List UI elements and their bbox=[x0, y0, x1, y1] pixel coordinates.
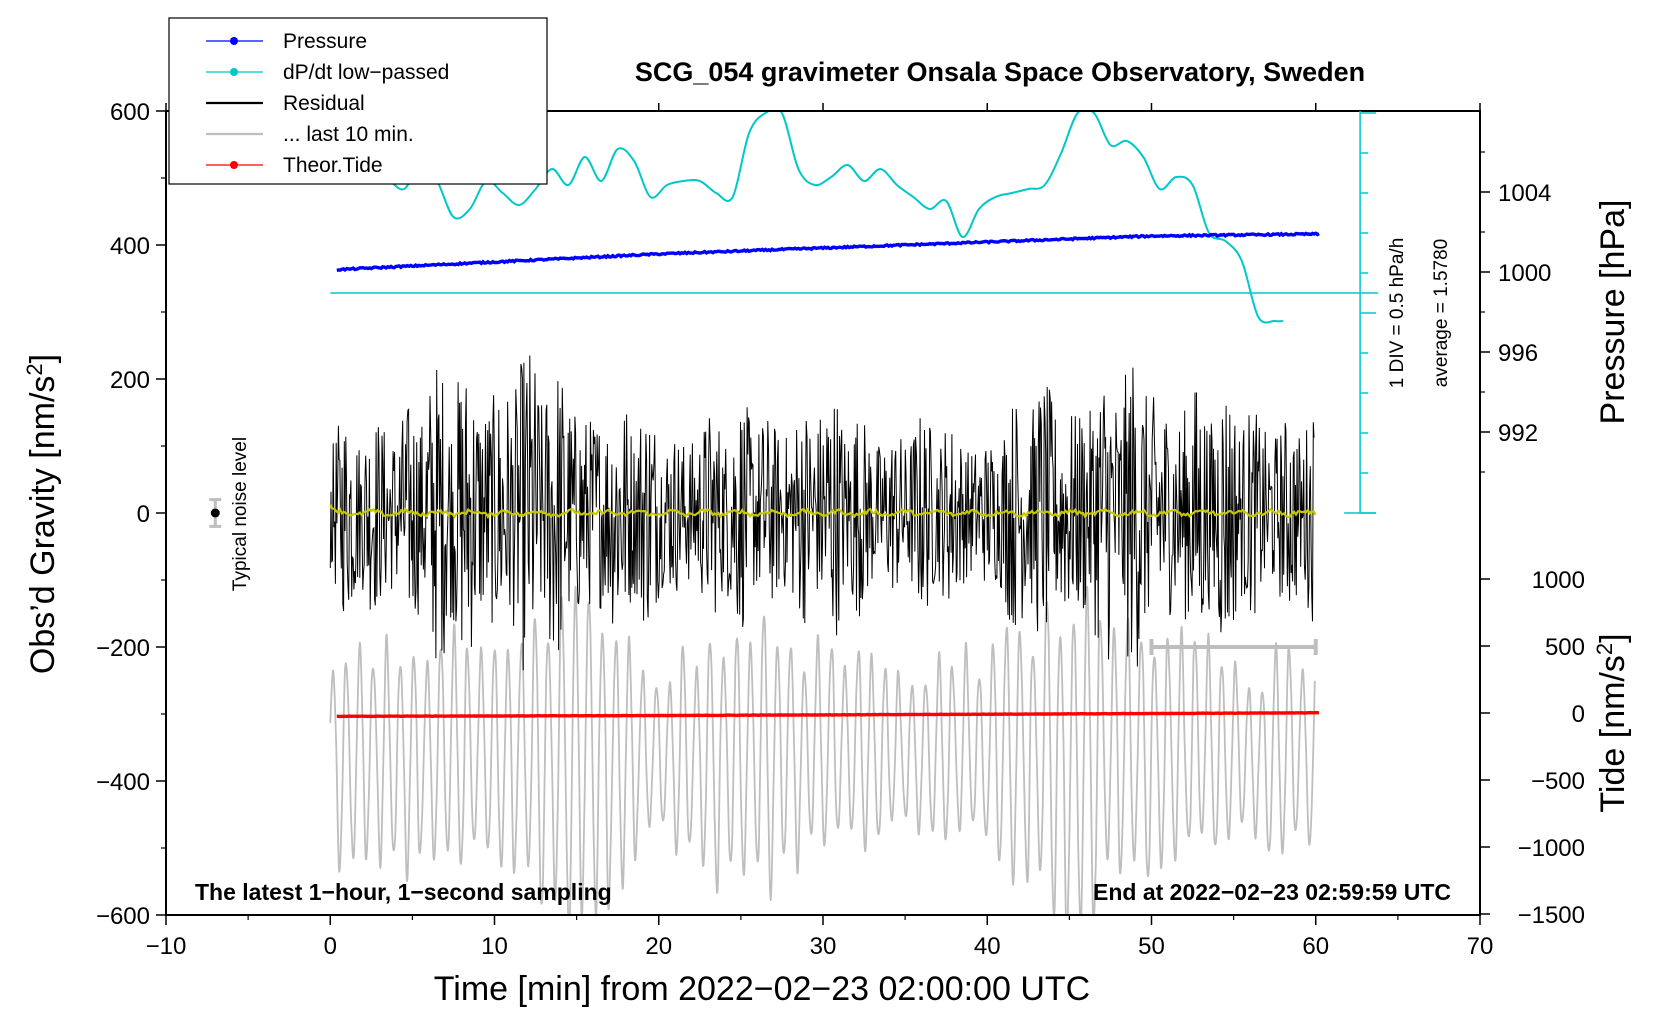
tide-tick-label: −1500 bbox=[1518, 902, 1585, 929]
dpdt-average-label: average = 1.5780 bbox=[1431, 239, 1452, 387]
series-residual bbox=[329, 355, 1315, 671]
dpdt-div-label: 1 DIV = 0.5 hPa/h bbox=[1387, 238, 1408, 389]
noise-level-errorbar bbox=[209, 498, 222, 528]
legend-entry: ... last 10 min. bbox=[206, 123, 414, 146]
pressure-axis-title: Pressure [hPa] bbox=[1594, 200, 1632, 425]
x-tick-label: 40 bbox=[974, 933, 1001, 960]
series-dpdt bbox=[329, 111, 1283, 324]
legend-entry: Residual bbox=[206, 92, 365, 115]
pressure-tick-label: 1000 bbox=[1498, 260, 1551, 287]
y-tick-label: 200 bbox=[110, 367, 150, 394]
tide-tick-label: −1000 bbox=[1518, 835, 1585, 862]
y-tick-label: 600 bbox=[110, 99, 150, 126]
legend-marker bbox=[230, 161, 238, 169]
last-10-min-bracket bbox=[1149, 639, 1318, 655]
x-axis-title: Time [min] from 2022−02−23 02:00:00 UTC bbox=[434, 970, 1090, 1008]
tide-tick-label: 0 bbox=[1572, 701, 1585, 728]
bottom-left-note: The latest 1−hour, 1−second sampling bbox=[195, 879, 612, 905]
legend-label: dP/dt low−passed bbox=[283, 61, 449, 84]
legend-label: Residual bbox=[283, 92, 365, 115]
tide-tick-label: 500 bbox=[1545, 634, 1585, 661]
pressure-tick-label: 996 bbox=[1498, 340, 1538, 367]
x-tick-label: 20 bbox=[645, 933, 672, 960]
x-tick-label: 60 bbox=[1302, 933, 1329, 960]
x-tick-label: 50 bbox=[1138, 933, 1165, 960]
legend-marker bbox=[230, 37, 238, 45]
y-tick-label: −200 bbox=[96, 635, 150, 662]
x-tick-label: 10 bbox=[481, 933, 508, 960]
y-tick-label: −600 bbox=[96, 903, 150, 930]
legend-label: Theor.Tide bbox=[283, 154, 383, 177]
x-tick-label: 30 bbox=[810, 933, 837, 960]
y-axis-title: Obs’d Gravity [nm/s2] bbox=[22, 354, 62, 674]
pressure-tick-label: 1004 bbox=[1498, 180, 1551, 207]
series-last-10-min bbox=[329, 585, 1316, 915]
legend-entry: Pressure bbox=[206, 30, 367, 53]
axes-layer: −10 0 10 20 30 40 50 60 70 −600 −400 −200 0 200 400 600… bbox=[96, 99, 1585, 960]
series-residual-smoothed bbox=[329, 504, 1317, 520]
tide-tick-label: −500 bbox=[1531, 768, 1585, 795]
legend-label: Pressure bbox=[283, 30, 367, 53]
tide-axis-title: Tide [nm/s2] bbox=[1592, 633, 1632, 812]
series-pressure bbox=[336, 231, 1320, 272]
legend-marker bbox=[230, 68, 238, 76]
noise-level-label: Typical noise level bbox=[230, 437, 251, 591]
y-tick-label: −400 bbox=[96, 769, 150, 796]
pressure-tick-label: 992 bbox=[1498, 420, 1538, 447]
legend-entry: Theor.Tide bbox=[206, 154, 383, 177]
x-tick-label: 0 bbox=[324, 933, 337, 960]
series-theor-tide bbox=[336, 710, 1320, 719]
x-tick-label: −10 bbox=[146, 933, 187, 960]
legend-entry: dP/dt low−passed bbox=[206, 61, 449, 84]
legend-box bbox=[168, 17, 548, 185]
y-tick-label: 0 bbox=[137, 501, 150, 528]
legend: Pressure dP/dt low−passed Residual ... last… bbox=[168, 17, 548, 185]
bottom-right-note: End at 2022−02−23 02:59:59 UTC bbox=[1093, 879, 1451, 905]
data-layer bbox=[329, 111, 1379, 915]
y-tick-label: 400 bbox=[110, 233, 150, 260]
x-tick-label: 70 bbox=[1467, 933, 1494, 960]
chart-title: SCG_054 gravimeter Onsala Space Observat… bbox=[635, 57, 1365, 87]
legend-label: ... last 10 min. bbox=[283, 123, 414, 146]
tide-tick-label: 1000 bbox=[1532, 567, 1585, 594]
